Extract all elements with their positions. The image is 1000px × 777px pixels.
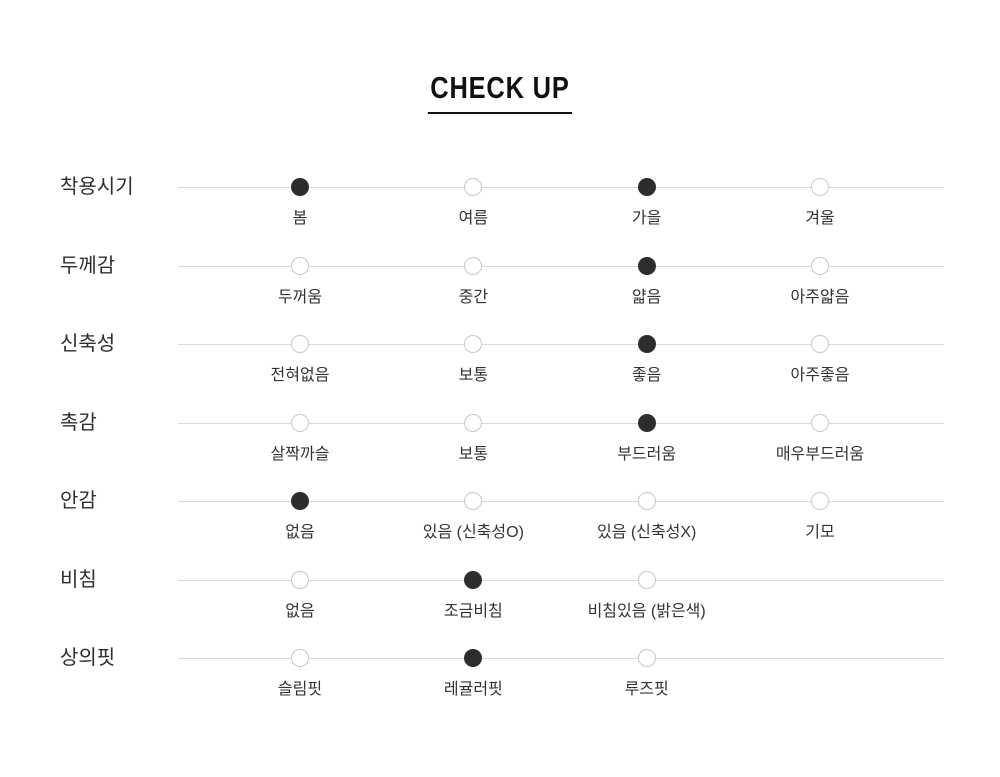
attribute-label: 비침 <box>60 568 97 591</box>
option-label: 기모 <box>805 524 835 541</box>
option-label: 두꺼움 <box>277 288 323 306</box>
attribute-track-line <box>178 187 944 188</box>
title-wrap: CHECK UP <box>0 70 1000 114</box>
unselected-dot <box>464 335 483 353</box>
selected-dot <box>291 178 309 196</box>
selected-dot <box>637 256 656 275</box>
option-label: 봄 <box>292 210 308 227</box>
option-label: 좋음 <box>631 367 662 384</box>
option-label: 보통 <box>458 445 489 463</box>
unselected-dot <box>810 492 829 510</box>
unselected-dot <box>810 335 829 353</box>
option-label: 매우부드러움 <box>775 445 865 463</box>
option-label: 아주좋음 <box>790 367 850 384</box>
unselected-dot <box>291 570 309 589</box>
selected-dot <box>464 649 483 667</box>
option-label: 없음 <box>285 602 315 620</box>
attribute-track-line <box>178 265 944 267</box>
option-label: 있음 (신축성X) <box>596 524 697 541</box>
checkup-rows: 착용시기 봄 여름 가을 겨울 두께감 두꺼움 중간 얇음 아주얇음 신축성 전혀없음 보통 좋음 아주좋음… <box>0 168 1000 718</box>
attribute-label: 안감 <box>60 490 97 512</box>
option-label: 얇음 <box>631 288 662 306</box>
attribute-track-line <box>178 579 944 581</box>
attribute-label: 상의핏 <box>60 647 116 669</box>
option-label: 조금비침 <box>443 602 503 620</box>
unselected-dot <box>637 649 656 667</box>
attribute-label: 촉감 <box>60 411 97 434</box>
selected-dot <box>637 178 656 196</box>
option-label: 없음 <box>285 524 315 541</box>
selected-dot <box>637 335 656 353</box>
attribute-label: 두께감 <box>60 254 116 277</box>
unselected-dot <box>464 413 483 432</box>
attribute-track-line <box>178 344 944 345</box>
option-label: 부드러움 <box>617 445 677 463</box>
attribute-track-line <box>178 658 944 659</box>
option-label: 비침있음 (밝은색) <box>587 602 706 620</box>
unselected-dot <box>464 256 483 275</box>
unselected-dot <box>464 178 483 196</box>
selected-dot <box>464 570 483 589</box>
unselected-dot <box>291 413 309 432</box>
option-label: 살짝까슬 <box>270 445 330 463</box>
unselected-dot <box>637 492 656 510</box>
page-title: CHECK UP <box>427 70 573 114</box>
attribute-label: 착용시기 <box>60 176 134 198</box>
attribute-track-line <box>178 422 944 424</box>
option-label: 중간 <box>458 288 489 306</box>
attribute-label: 신축성 <box>60 333 116 355</box>
selected-dot <box>291 492 309 510</box>
option-label: 있음 (신축성O) <box>422 524 524 541</box>
unselected-dot <box>464 492 483 510</box>
unselected-dot <box>291 335 309 353</box>
option-label: 전혀없음 <box>270 367 330 384</box>
attribute-track-line <box>178 501 944 502</box>
option-label: 가을 <box>631 210 662 227</box>
option-label: 보통 <box>458 367 489 384</box>
unselected-dot <box>291 256 309 275</box>
option-label: 루즈핏 <box>624 681 669 698</box>
unselected-dot <box>637 570 656 589</box>
option-label: 레귤러핏 <box>443 681 503 698</box>
selected-dot <box>637 413 656 432</box>
unselected-dot <box>810 178 829 196</box>
option-label: 겨울 <box>805 210 835 227</box>
unselected-dot <box>810 256 829 275</box>
option-label: 아주얇음 <box>790 288 850 306</box>
option-label: 여름 <box>458 210 489 227</box>
unselected-dot <box>810 413 829 432</box>
option-label: 슬림핏 <box>277 681 323 698</box>
unselected-dot <box>291 649 309 667</box>
